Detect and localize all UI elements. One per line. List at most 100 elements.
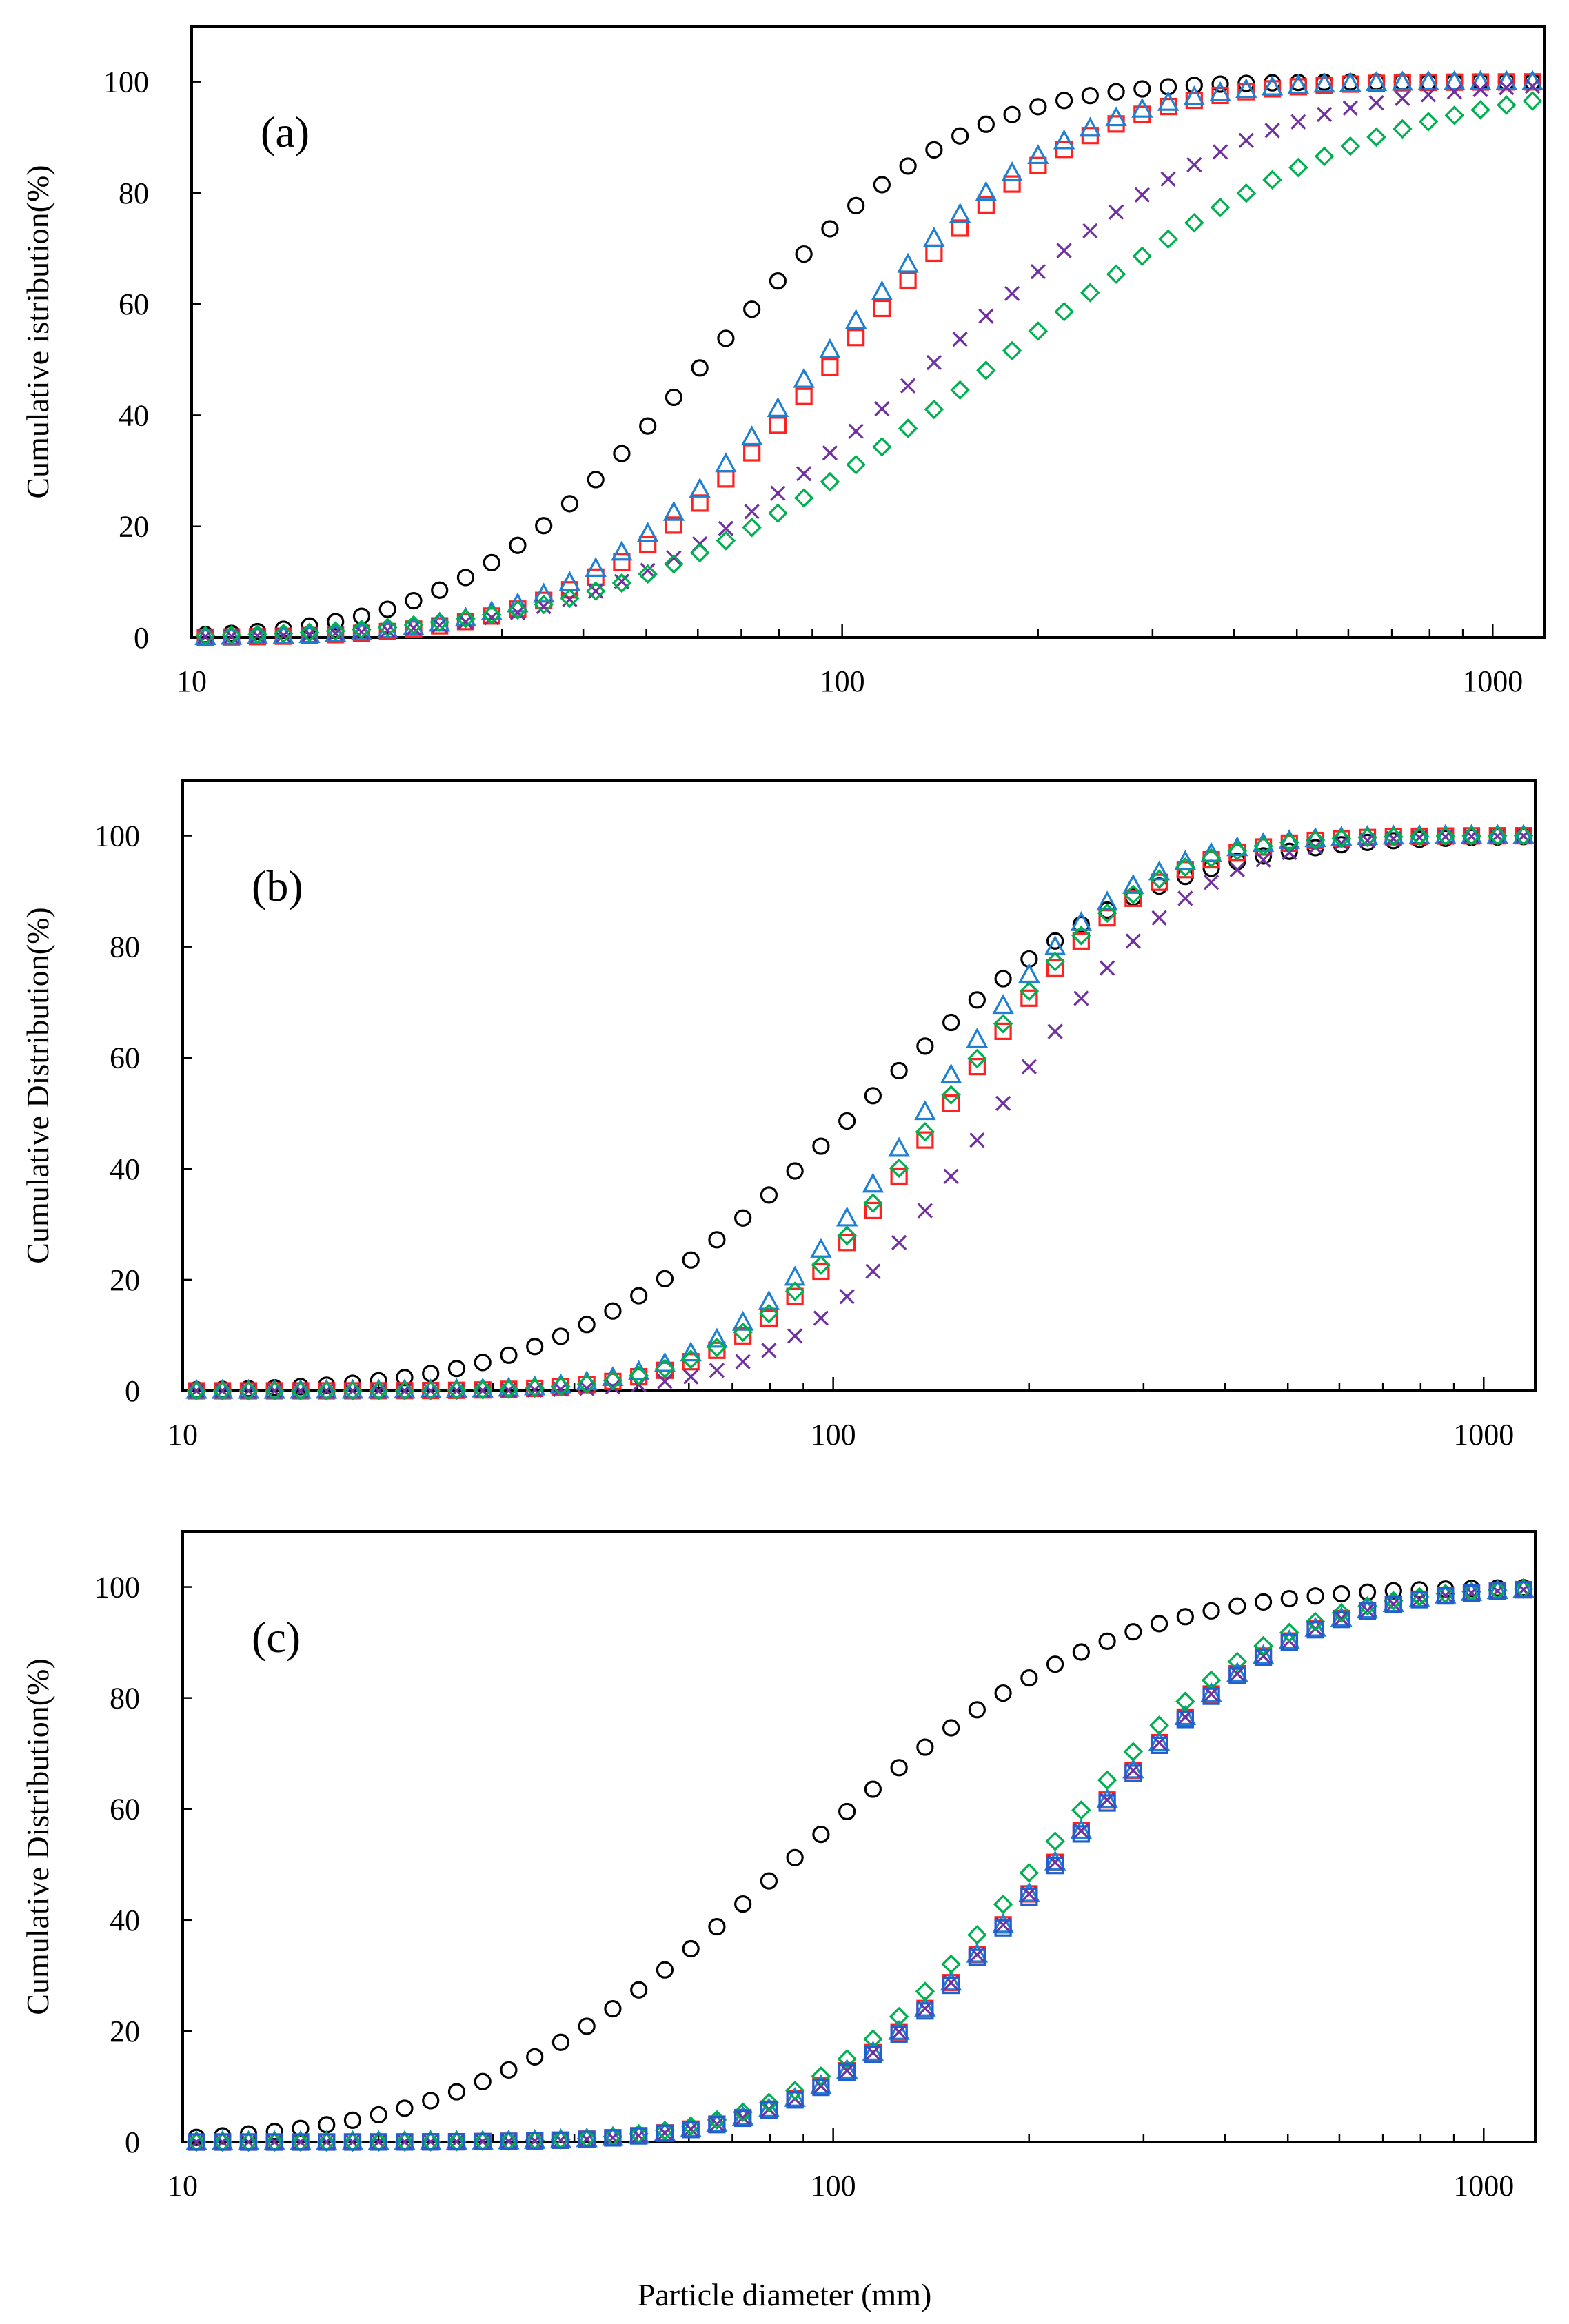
data-point-circle [734,1895,752,1913]
data-point-triangle [636,522,659,542]
data-point-square [1020,1888,1038,1906]
data-point-x [1238,132,1254,148]
y-tick-label: 80 [119,176,149,210]
data-point-square [864,1201,882,1220]
data-point-square [890,1167,908,1185]
data-point-circle [682,1251,700,1269]
data-point-diamond [239,1380,259,1401]
data-point-triangle [1001,161,1023,181]
data-point-diamond [1305,1611,1326,1632]
data-point-square [864,2046,882,2063]
data-point-diamond [924,399,944,420]
x-tick-label: 1000 [1453,2169,1514,2203]
data-point-square [422,2133,440,2151]
data-point-triangle [1105,106,1127,127]
y-tick-label: 0 [125,2126,140,2159]
data-point-square [942,1094,960,1112]
data-point-diamond [1097,903,1117,924]
data-point-circle [795,245,813,263]
data-point-x [484,610,500,626]
data-point-triangle [975,181,998,201]
data-point-x [839,2063,855,2079]
data-point-x [969,1132,985,1148]
data-point-x [1316,106,1333,123]
data-point-square [1150,873,1168,891]
data-point-circle [526,2048,544,2066]
data-point-x [1151,910,1167,926]
data-point-square [265,2133,283,2151]
data-point-diamond [1384,826,1404,847]
data-point-circle [535,517,553,535]
y-tick-label: 20 [110,1263,140,1297]
x-tick-label: 10 [168,1418,198,1451]
data-point-x [744,504,760,520]
data-point-diamond [1149,869,1169,889]
data-point-square [578,2130,596,2148]
data-point-x [761,1343,777,1358]
data-point-square [656,2124,674,2142]
data-point-diamond [1123,884,1144,905]
data-point-x [1212,144,1228,160]
data-point-square [188,2133,205,2151]
data-point-x [1073,990,1089,1006]
data-point-circle [812,1826,830,1844]
data-point-triangle [1235,78,1257,99]
data-point-x [1203,875,1219,890]
data-point-square [292,2133,310,2151]
data-point-triangle [1278,1629,1300,1649]
data-point-triangle [689,477,711,498]
data-point-diamond [759,1303,779,1324]
data-point-diamond [551,1376,571,1396]
data-point-x [813,1310,829,1326]
data-point-circle [1133,80,1151,98]
data-point-circle [370,2106,387,2124]
data-point-square [1289,78,1307,96]
data-point-circle [447,1360,466,1378]
data-point-square [795,387,813,405]
data-point-diamond [1149,1715,1169,1735]
data-point-square [214,2133,232,2151]
data-point-square [968,1057,986,1076]
data-point-triangle [888,1136,910,1157]
data-point-diamond [1497,95,1517,115]
data-point-triangle [1148,860,1171,881]
data-point-x [848,423,864,439]
data-point-x [1411,1591,1428,1607]
data-point-diamond [1045,952,1065,972]
data-point-x [917,1203,933,1219]
data-point-square [370,2133,387,2151]
data-point-x [718,520,734,536]
data-point-square [1237,83,1255,101]
data-point-square [786,2091,804,2109]
data-point-square [994,1919,1012,1937]
data-point-triangle [810,2074,832,2094]
data-point-triangle [1444,70,1466,90]
data-point-x [1108,204,1124,220]
data-point-circle [864,1780,882,1798]
data-point-triangle [940,1970,962,1991]
data-point-x [1333,1611,1349,1627]
y-tick-label: 20 [119,510,149,544]
data-point-triangle [966,1028,989,1048]
data-point-triangle [1382,1592,1404,1613]
data-point-x [640,562,656,578]
data-point-square [760,1309,778,1327]
data-point-triangle [611,540,633,561]
data-point-x [509,604,526,620]
data-point-square [301,626,318,644]
data-point-diamond [976,360,996,380]
data-point-x [787,1328,803,1344]
data-point-triangle [862,2040,884,2061]
data-point-diamond [1262,170,1282,190]
data-point-triangle [1018,1882,1040,1902]
data-point-x [813,2078,829,2094]
data-point-triangle [1053,129,1075,150]
data-point-square [639,536,657,554]
data-point-diamond [689,542,710,563]
data-point-diamond [1331,1602,1352,1623]
data-point-triangle [1044,1850,1066,1871]
data-point-circle [1124,1623,1142,1641]
data-point-x [770,485,786,501]
data-point-diamond [1470,100,1490,120]
data-point-triangle [1157,90,1180,111]
